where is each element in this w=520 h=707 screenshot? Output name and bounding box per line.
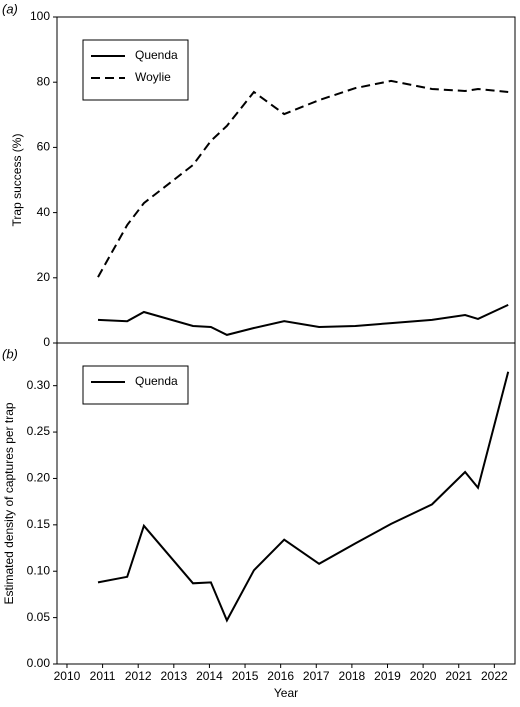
- y-tick-label: 0.10: [27, 563, 51, 577]
- y-tick-label: 100: [30, 9, 50, 23]
- x-tick-label: 2014: [196, 669, 223, 683]
- x-tick-label: 2012: [125, 669, 152, 683]
- legend-label: Quenda: [135, 48, 178, 62]
- x-tick-label: 2021: [445, 669, 472, 683]
- panel-label: (b): [2, 346, 18, 361]
- x-tick-label: 2018: [339, 669, 366, 683]
- x-tick-label: 2013: [160, 669, 187, 683]
- x-axis-label: Year: [274, 686, 298, 700]
- y-tick-label: 0.05: [27, 610, 51, 624]
- plot-frame: [56, 342, 516, 665]
- series-line: [97, 371, 510, 623]
- x-tick-label: 2017: [303, 669, 330, 683]
- y-tick-label: 0.20: [27, 471, 51, 485]
- x-tick-label: 2022: [481, 669, 508, 683]
- y-tick-label: 20: [37, 270, 51, 284]
- y-tick-label: 0.15: [27, 517, 51, 531]
- legend-label: Quenda: [135, 374, 178, 388]
- x-tick-label: 2019: [374, 669, 401, 683]
- panel-label: (a): [2, 1, 18, 16]
- y-axis-label: Trap success (%): [10, 134, 24, 227]
- y-tick-label: 0.30: [27, 378, 51, 392]
- series-line: [97, 303, 509, 336]
- x-tick-label: 2020: [410, 669, 437, 683]
- legend-box: [82, 365, 189, 405]
- x-tick-label: 2016: [267, 669, 294, 683]
- y-tick-label: 0.25: [27, 424, 51, 438]
- y-tick-label: 0.00: [27, 656, 51, 670]
- x-tick-label: 2011: [90, 669, 116, 683]
- y-axis-label: Estimated density of captures per trap: [2, 402, 16, 604]
- y-tick-label: 60: [37, 140, 51, 154]
- x-tick-label: 2010: [54, 669, 81, 683]
- legend-box: [82, 39, 189, 101]
- y-tick-label: 80: [37, 74, 51, 88]
- legend-label: Woylie: [135, 70, 171, 84]
- series-line: [97, 79, 509, 278]
- y-tick-label: 40: [37, 205, 51, 219]
- y-tick-label: 0: [43, 335, 50, 349]
- x-tick-label: 2015: [232, 669, 259, 683]
